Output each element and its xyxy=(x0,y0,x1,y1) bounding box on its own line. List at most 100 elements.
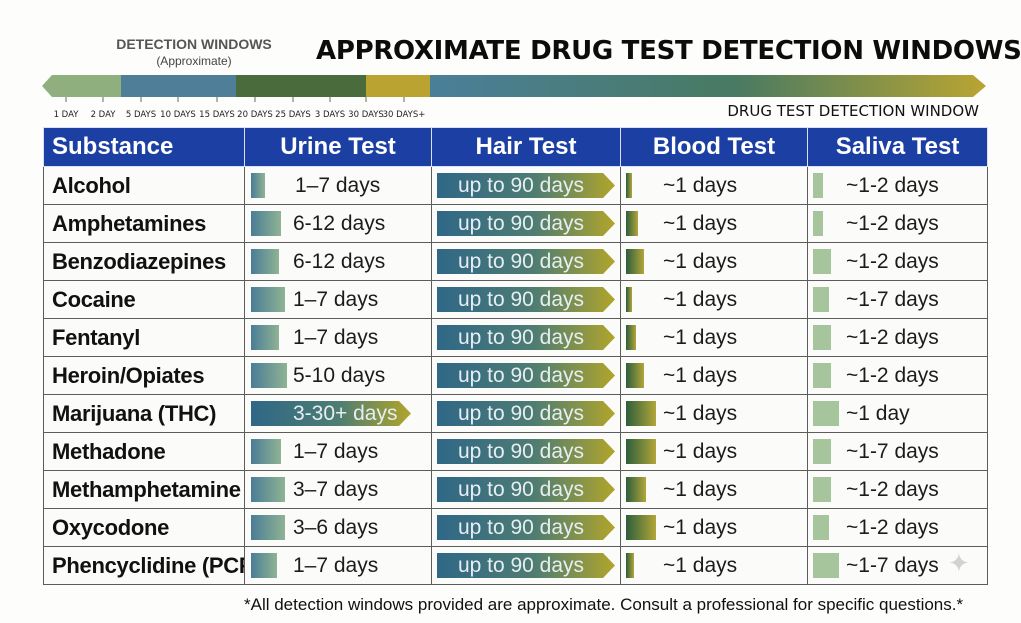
hair-bar xyxy=(437,173,615,198)
blood-bar xyxy=(626,515,656,540)
scale-segment-early xyxy=(42,75,121,97)
blood-cell: ~1 days xyxy=(620,546,808,585)
substance-name: Methamphetamine xyxy=(43,470,245,509)
header-hair: Hair Test xyxy=(431,127,621,167)
saliva-bar xyxy=(813,515,829,540)
saliva-value: ~1-7 days xyxy=(846,554,939,577)
substance-name: Amphetamines xyxy=(43,204,245,243)
substance-name: Heroin/Opiates xyxy=(43,356,245,395)
urine-value: 6-12 days xyxy=(293,250,386,273)
page-title: APPROXIMATE DRUG TEST DETECTION WINDOWS xyxy=(316,36,1021,66)
substance-name: Cocaine xyxy=(43,280,245,319)
scale-segment-mid xyxy=(121,75,236,97)
table-row: Benzodiazepines 6-12 days up to 90 days ~1 … xyxy=(43,242,988,281)
substance-name: Marijuana (THC) xyxy=(43,394,245,433)
saliva-cell: ~1-7 days xyxy=(807,280,988,319)
saliva-bar xyxy=(813,439,831,464)
table-row: Amphetamines 6-12 days up to 90 days ~1 day… xyxy=(43,204,988,243)
blood-bar xyxy=(626,439,656,464)
blood-bar xyxy=(626,287,632,312)
saliva-value: ~1 day xyxy=(846,402,910,425)
hair-cell: up to 90 days xyxy=(431,432,621,471)
blood-value: ~1 days xyxy=(663,402,738,425)
table-row: Fentanyl 1–7 days up to 90 days ~1 days ~1-2… xyxy=(43,318,988,357)
urine-cell: 3–7 days xyxy=(244,470,432,509)
saliva-bar xyxy=(813,173,823,198)
hair-value: up to 90 days xyxy=(457,174,585,197)
hair-bar xyxy=(437,211,615,236)
scale-tick-label: 5 DAYS xyxy=(126,110,156,120)
blood-cell: ~1 days xyxy=(620,508,808,547)
hair-value: up to 90 days xyxy=(457,554,585,577)
hair-cell: up to 90 days xyxy=(431,166,621,205)
header-row: Substance Urine Test Hair Test Blood Tes… xyxy=(43,127,988,167)
header-saliva: Saliva Test xyxy=(807,127,988,167)
blood-cell: ~1 days xyxy=(620,242,808,281)
scale-tick-label: 30 DAYS xyxy=(348,110,384,120)
scale-segment-tail xyxy=(430,75,986,97)
saliva-value: ~1-2 days xyxy=(846,326,939,349)
hair-bar xyxy=(437,325,615,350)
table-row: Methamphetamine 3–7 days up to 90 days ~1 d… xyxy=(43,470,988,509)
urine-value: 5-10 days xyxy=(293,364,386,387)
urine-bar xyxy=(251,287,285,312)
saliva-value: ~1-2 days xyxy=(846,174,939,197)
hair-cell: up to 90 days xyxy=(431,470,621,509)
urine-bar xyxy=(251,477,285,502)
detection-table: Substance Urine Test Hair Test Blood Tes… xyxy=(43,127,988,585)
saliva-bar xyxy=(813,249,831,274)
blood-cell: ~1 days xyxy=(620,394,808,433)
urine-bar xyxy=(251,363,287,388)
blood-value: ~1 days xyxy=(663,554,738,577)
urine-cell: 1–7 days xyxy=(244,166,432,205)
blood-cell: ~1 days xyxy=(620,280,808,319)
urine-cell: 1–7 days xyxy=(244,546,432,585)
saliva-cell: ~1-7 days xyxy=(807,546,988,585)
saliva-bar xyxy=(813,211,823,236)
urine-cell: 6-12 days xyxy=(244,204,432,243)
hair-cell: up to 90 days xyxy=(431,242,621,281)
hair-cell: up to 90 days xyxy=(431,318,621,357)
hair-cell: up to 90 days xyxy=(431,280,621,319)
scale-segment-late xyxy=(236,75,366,97)
table-row: Methadone 1–7 days up to 90 days ~1 days ~1-… xyxy=(43,432,988,471)
blood-bar xyxy=(626,173,632,198)
saliva-cell: ~1-2 days xyxy=(807,242,988,281)
header-substance: Substance xyxy=(43,127,245,167)
urine-value: 1–7 days xyxy=(293,326,379,349)
blood-bar xyxy=(626,477,646,502)
hair-value: up to 90 days xyxy=(457,212,585,235)
table-row: Alcohol 1–7 days up to 90 days ~1 days ~1-2 … xyxy=(43,166,988,205)
blood-cell: ~1 days xyxy=(620,356,808,395)
legend-title: DETECTION WINDOWS xyxy=(116,36,272,52)
urine-bar xyxy=(251,515,285,540)
scale-tick-label: 1 DAY xyxy=(54,110,80,120)
hair-value: up to 90 days xyxy=(457,516,585,539)
saliva-cell: ~1 day xyxy=(807,394,988,433)
blood-bar xyxy=(626,401,656,426)
hair-cell: up to 90 days xyxy=(431,508,621,547)
hair-bar xyxy=(437,363,615,388)
saliva-value: ~1-2 days xyxy=(846,212,939,235)
blood-bar xyxy=(626,249,644,274)
blood-cell: ~1 days xyxy=(620,204,808,243)
blood-value: ~1 days xyxy=(663,440,738,463)
saliva-bar xyxy=(813,477,831,502)
scale-tick-label: 15 DAYS xyxy=(199,110,235,120)
urine-bar xyxy=(251,553,277,578)
blood-value: ~1 days xyxy=(663,326,738,349)
saliva-cell: ~1-2 days xyxy=(807,470,988,509)
hair-bar xyxy=(437,477,615,502)
blood-cell: ~1 days xyxy=(620,318,808,357)
urine-value: 1–7 days xyxy=(293,554,379,577)
table-row: Oxycodone 3–6 days up to 90 days ~1 days ~1-… xyxy=(43,508,988,547)
urine-cell: 3-30+ days xyxy=(244,394,432,433)
hair-value: up to 90 days xyxy=(457,250,585,273)
hair-value: up to 90 days xyxy=(457,326,585,349)
scale-tick-label: 30 DAYS+ xyxy=(383,110,426,120)
hair-bar xyxy=(437,515,615,540)
detection-scale: 1 DAY 2 DAY 5 DAYS 10 DAYS 15 DAYS 20 DAYS 25 … xyxy=(42,75,986,120)
saliva-cell: ~1-2 days xyxy=(807,508,988,547)
hair-value: up to 90 days xyxy=(457,440,585,463)
saliva-cell: ~1-2 days xyxy=(807,356,988,395)
